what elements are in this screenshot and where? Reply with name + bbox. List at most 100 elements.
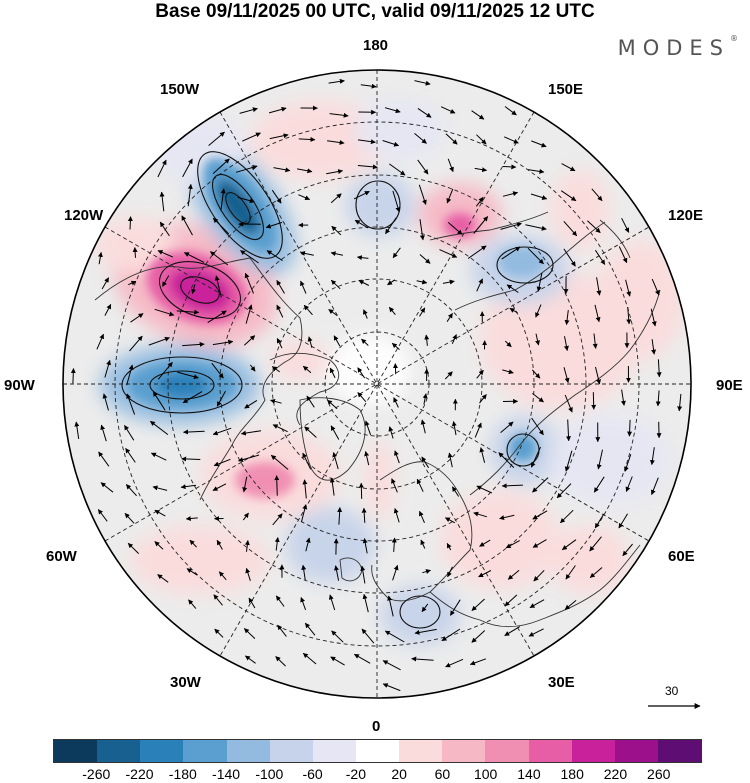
colorbar-tick-label: -20	[345, 766, 366, 782]
wind-arrow	[563, 367, 570, 384]
wind-arrow	[501, 246, 521, 260]
wind-arrow	[445, 133, 458, 145]
wind-arrow	[274, 475, 280, 496]
wind-arrow	[245, 304, 253, 324]
wind-arrow	[474, 422, 482, 438]
wind-arrow	[216, 390, 226, 407]
wind-arrow	[276, 279, 285, 294]
wind-arrow	[446, 188, 454, 204]
colorbar-tick-label: 140	[517, 766, 541, 782]
wind-arrow	[157, 361, 173, 380]
wind-arrow	[447, 452, 453, 468]
wind-arrow	[504, 340, 512, 348]
wind-arrow	[422, 569, 431, 574]
colorbar-box-13	[614, 740, 658, 762]
wind-arrow	[387, 595, 394, 617]
colorbar-box-6	[312, 740, 356, 762]
wind-arrow	[220, 188, 226, 211]
wind-arrow	[181, 456, 201, 462]
wind-arrow	[268, 106, 287, 114]
wind-arrow	[532, 539, 547, 548]
wind-arrow	[241, 132, 261, 142]
wind-arrow	[331, 630, 344, 643]
wind-arrow	[393, 508, 400, 523]
wind-arrow	[479, 447, 486, 463]
wind-arrow	[302, 652, 317, 665]
wind-arrow	[304, 622, 316, 636]
colorbar-tick-label: 260	[647, 766, 671, 782]
wind-arrow	[154, 509, 166, 517]
wind-arrow	[150, 420, 169, 435]
wind-arrow	[560, 190, 577, 202]
wind-arrow	[422, 393, 428, 405]
wind-arrow	[442, 279, 455, 285]
wind-arrow	[327, 399, 338, 410]
wind-arrow	[532, 510, 548, 520]
wind-arrow	[361, 507, 367, 523]
wind-arrow	[272, 424, 288, 433]
wind-arrow	[502, 369, 514, 375]
wind-arrow	[595, 366, 601, 385]
wind-arrow	[270, 398, 282, 404]
wind-arrow	[240, 430, 262, 436]
wind-arrow	[127, 542, 140, 554]
wind-arrow	[360, 83, 377, 89]
wind-arrow	[210, 251, 229, 266]
wind-arrow	[237, 196, 255, 204]
wind-arrow	[300, 597, 307, 611]
wind-arrow	[589, 536, 602, 552]
wind-arrow	[304, 426, 317, 438]
wind-arrow	[157, 250, 174, 258]
wind-arrow	[500, 421, 514, 433]
wind-arrow	[473, 216, 489, 234]
wind-arrow	[476, 134, 487, 145]
wind-arrow	[447, 222, 463, 235]
wind-arrow	[356, 255, 369, 261]
wind-arrow	[132, 247, 138, 258]
wind-arrow	[183, 252, 205, 263]
wind-arrow	[531, 417, 544, 436]
lon-label-60w: 60W	[46, 548, 77, 565]
wind-arrow	[330, 279, 341, 290]
wind-arrow	[269, 133, 289, 140]
wind-arrow	[275, 595, 285, 607]
wind-arrow	[564, 394, 573, 413]
wind-arrow	[421, 603, 429, 613]
wind-arrow	[387, 279, 396, 286]
lon-label-150e: 150E	[548, 81, 584, 98]
wind-arrow	[333, 335, 341, 347]
wind-arrow	[97, 509, 108, 522]
wind-arrow	[214, 275, 222, 298]
wind-arrow	[591, 188, 603, 202]
wind-arrow	[276, 304, 284, 318]
wind-arrow	[357, 164, 378, 170]
wind-arrow	[502, 191, 519, 197]
map-disk	[63, 70, 691, 698]
wind-arrow	[531, 369, 541, 379]
wind-arrow	[297, 168, 313, 174]
wind-arrow	[212, 427, 232, 436]
wind-arrow	[187, 183, 193, 207]
wind-arrow	[212, 217, 230, 235]
wind-arrow	[414, 628, 437, 635]
wind-arrow	[130, 313, 144, 323]
wind-arrow	[627, 419, 633, 437]
wind-arrow	[96, 333, 104, 350]
wind-arrow	[416, 279, 428, 285]
wind-arrow	[271, 189, 282, 204]
wind-arrow	[329, 477, 335, 496]
wind-arrow	[594, 304, 601, 323]
wind-arrow	[622, 543, 633, 557]
wind-arrow	[382, 660, 401, 671]
registered-mark: ®	[730, 34, 738, 43]
wind-arrow	[242, 476, 248, 493]
wind-arrow	[207, 310, 227, 324]
wind-arrow	[504, 106, 517, 116]
wind-arrow	[476, 278, 483, 292]
wind-arrow	[104, 359, 111, 378]
colorbar-tick-label: 60	[434, 766, 451, 782]
wind-arrow	[419, 510, 425, 523]
colorbar-tick-label: 180	[560, 766, 584, 782]
wind-arrow	[473, 511, 488, 518]
